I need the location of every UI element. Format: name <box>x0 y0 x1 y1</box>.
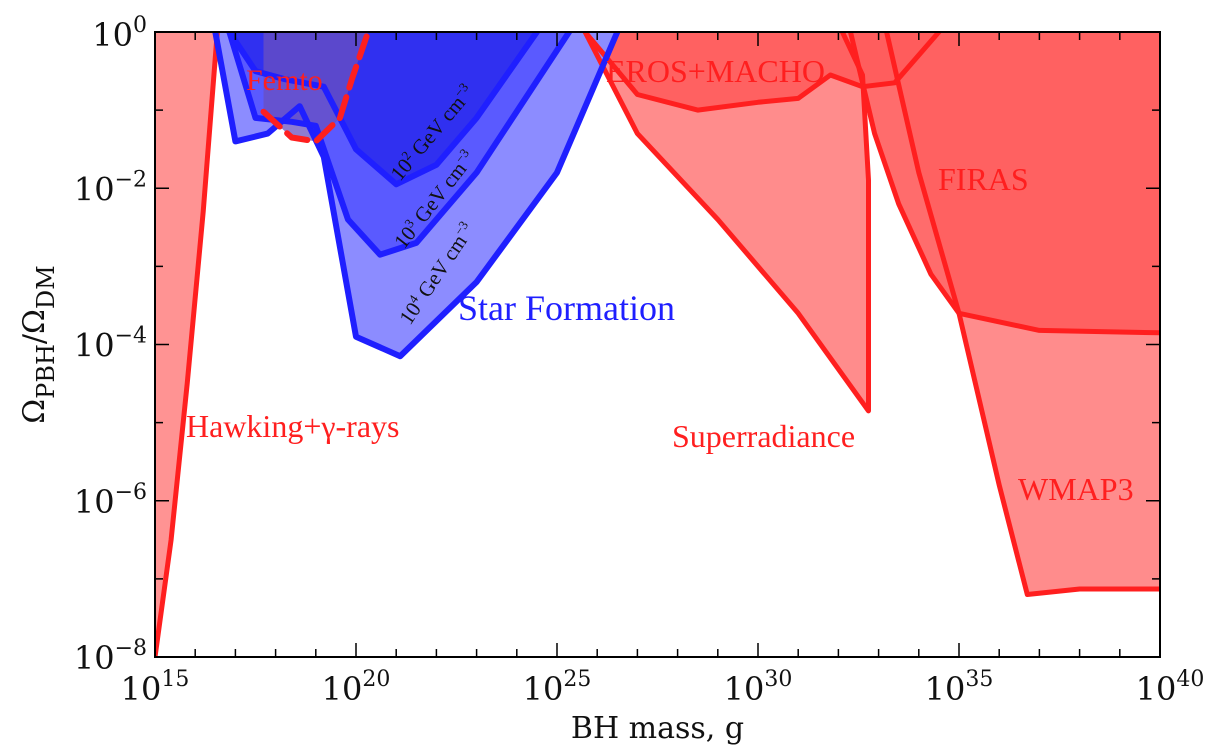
x-tick-label: 1025 <box>523 667 592 708</box>
firas-label: FIRAS <box>938 161 1029 197</box>
wmap3-curve <box>884 32 1160 597</box>
y-tick-label: 10−4 <box>74 324 147 365</box>
x-tick-label: 1020 <box>322 667 391 708</box>
x-tick-label: 1035 <box>925 667 994 708</box>
y-tick-label: 10−2 <box>74 167 147 208</box>
y-tick-label: 100 <box>92 13 147 54</box>
y-axis-label: ΩPBH/ΩDM <box>17 265 60 423</box>
star-formation-label: Star Formation <box>458 288 675 328</box>
femto-label: Femto <box>246 64 323 97</box>
x-tick-label: 1015 <box>121 667 190 708</box>
firas-region <box>850 32 1160 333</box>
x-tick-label: 1030 <box>724 667 793 708</box>
superradiance-region <box>585 32 869 411</box>
y-tick-label: 10−6 <box>74 480 147 521</box>
firas-curve <box>848 32 1160 336</box>
plot-layers <box>155 32 1160 657</box>
hawking-region <box>155 32 218 657</box>
eros-macho-curve <box>582 32 942 113</box>
superradiance-label: Superradiance <box>672 418 855 454</box>
x-axis-label: BH mass, g <box>571 711 744 746</box>
star-formation-1e4-curve <box>212 32 621 360</box>
star-formation-1e2-curve <box>226 32 540 188</box>
eros-macho-label: EROS+MACHO <box>606 53 825 89</box>
femto-curve <box>260 32 372 145</box>
y-tick-label: 10−8 <box>74 636 147 677</box>
wmap3-label: WMAP3 <box>1018 471 1134 507</box>
hawking-label: Hawking+γ-rays <box>186 408 399 444</box>
superradiance-curve <box>582 32 871 414</box>
hawking-curve <box>155 32 220 657</box>
x-tick-label: 1040 <box>1136 667 1205 708</box>
